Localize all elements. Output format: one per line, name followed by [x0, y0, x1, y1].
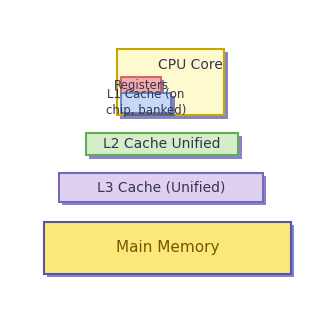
- FancyBboxPatch shape: [120, 52, 227, 119]
- FancyBboxPatch shape: [58, 173, 263, 202]
- FancyBboxPatch shape: [124, 96, 175, 116]
- FancyBboxPatch shape: [121, 76, 161, 95]
- FancyBboxPatch shape: [117, 49, 224, 115]
- FancyBboxPatch shape: [86, 133, 238, 155]
- Text: L1 Cache (on
chip, banked): L1 Cache (on chip, banked): [106, 88, 186, 117]
- FancyBboxPatch shape: [62, 176, 267, 205]
- Text: CPU Core: CPU Core: [158, 58, 223, 72]
- Text: Main Memory: Main Memory: [116, 240, 219, 255]
- FancyBboxPatch shape: [47, 225, 294, 278]
- FancyBboxPatch shape: [89, 136, 242, 159]
- FancyBboxPatch shape: [44, 222, 291, 274]
- FancyBboxPatch shape: [124, 80, 164, 98]
- Text: Registers: Registers: [113, 79, 168, 92]
- Text: L3 Cache (Unified): L3 Cache (Unified): [97, 180, 225, 194]
- Text: L2 Cache Unified: L2 Cache Unified: [103, 137, 221, 151]
- FancyBboxPatch shape: [121, 93, 171, 113]
